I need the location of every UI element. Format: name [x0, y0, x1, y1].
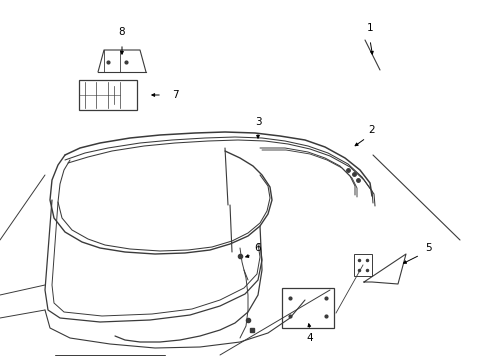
Text: 7: 7 — [171, 90, 178, 100]
Text: 8: 8 — [119, 27, 125, 37]
Text: 5: 5 — [424, 243, 430, 253]
Text: 6: 6 — [254, 243, 261, 253]
Text: 2: 2 — [368, 125, 375, 135]
Bar — [79, 80, 137, 110]
Text: 4: 4 — [306, 333, 313, 343]
Text: 3: 3 — [254, 117, 261, 127]
Bar — [353, 254, 371, 276]
Text: 1: 1 — [366, 23, 372, 33]
Bar — [282, 288, 333, 328]
